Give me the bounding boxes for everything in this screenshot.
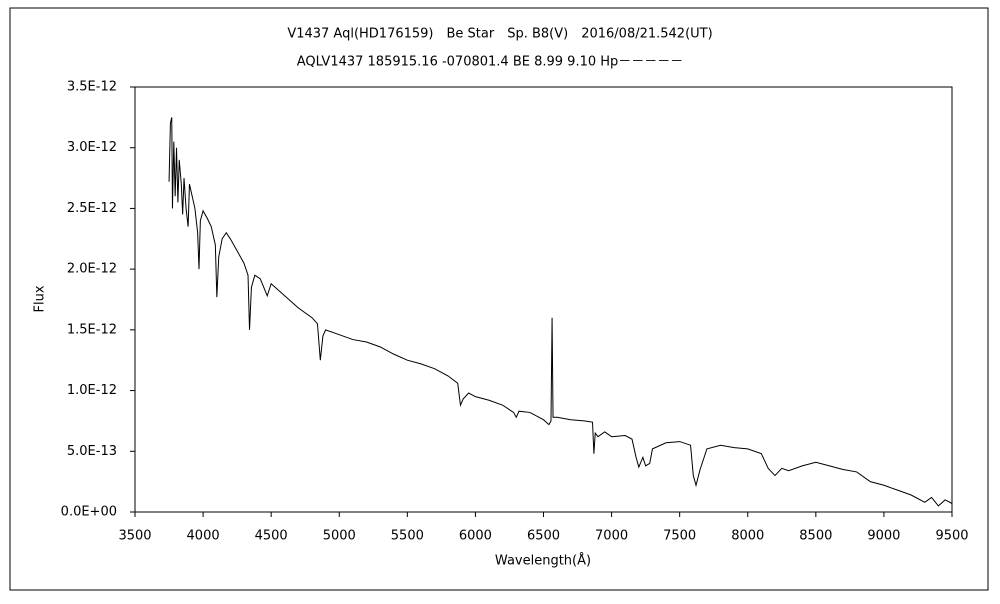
x-tick-label: 9500 — [935, 529, 968, 544]
x-tick-label: 8500 — [799, 529, 832, 544]
y-tick-label: 1.5E-12 — [67, 322, 117, 337]
x-tick-label: 5500 — [391, 529, 424, 544]
y-tick-label: 2.5E-12 — [67, 201, 117, 216]
spectrum-line — [168, 117, 953, 507]
x-tick-label: 4500 — [255, 529, 288, 544]
chart-title: V1437 Aql(HD176159) Be Star Sp. B8(V) 20… — [287, 27, 712, 42]
x-tick-label: 7500 — [663, 529, 696, 544]
y-axis-label: Flux — [33, 285, 48, 312]
y-tick-label: 5.0E-13 — [67, 444, 117, 459]
x-tick-label: 4000 — [187, 529, 220, 544]
x-tick-label: 7000 — [595, 529, 628, 544]
y-tick-label: 0.0E+00 — [61, 505, 117, 520]
x-tick-label: 3500 — [118, 529, 151, 544]
x-tick-label: 9000 — [867, 529, 900, 544]
x-tick-label: 6000 — [459, 529, 492, 544]
y-tick-label: 2.0E-12 — [67, 262, 117, 277]
outer-frame — [9, 7, 989, 591]
y-tick-label: 1.0E-12 — [67, 383, 117, 398]
y-tick-label: 3.5E-12 — [67, 80, 117, 95]
x-tick-label: 5000 — [323, 529, 356, 544]
chart-subtitle: AQLV1437 185915.16 -070801.4 BE 8.99 9.1… — [297, 55, 684, 70]
x-tick-label: 6500 — [527, 529, 560, 544]
x-axis-label: Wavelength(Å) — [495, 553, 591, 569]
x-tick-label: 8000 — [731, 529, 764, 544]
y-tick-label: 3.0E-12 — [67, 140, 117, 155]
